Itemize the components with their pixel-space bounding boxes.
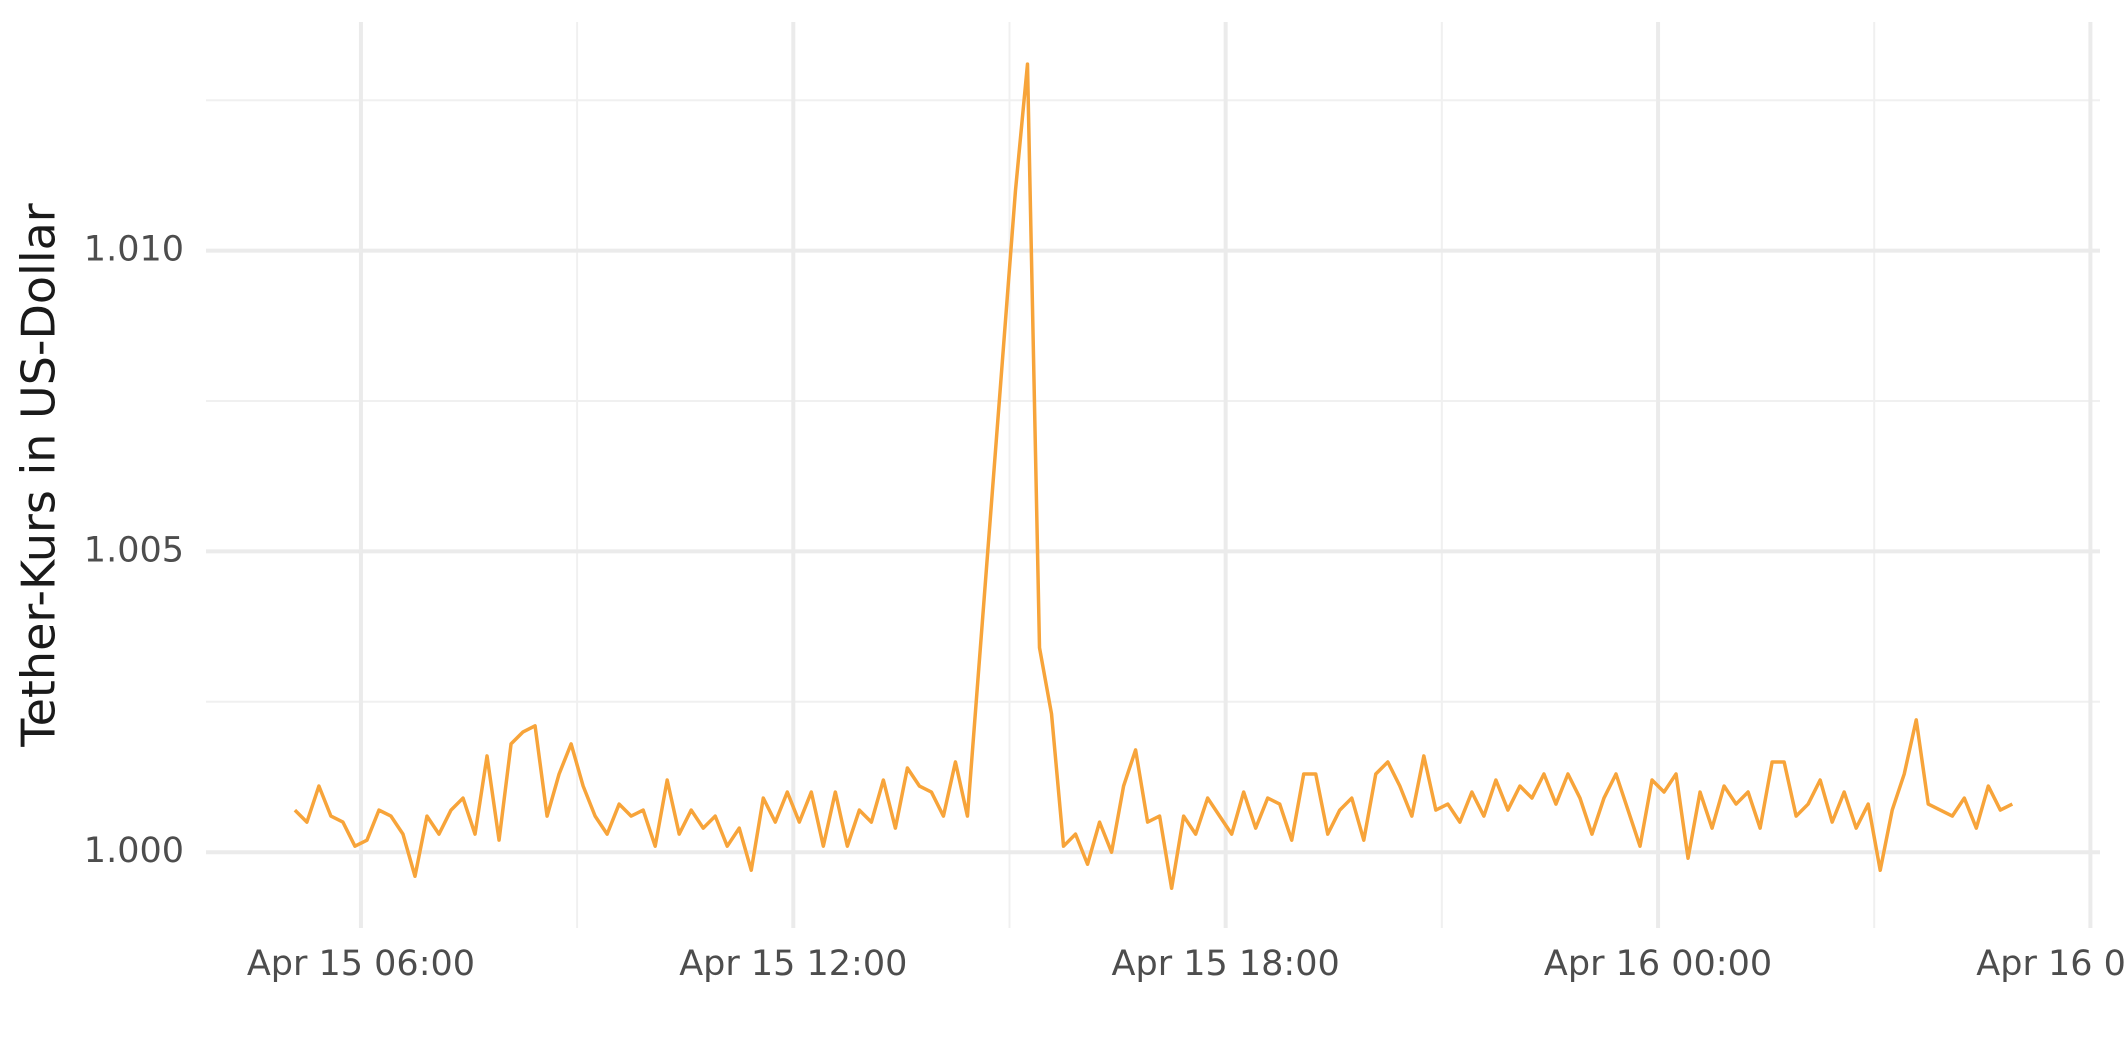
x-tick-label: Apr 16 06:00 (1976, 944, 2125, 984)
x-tick-label: Apr 16 00:00 (1544, 944, 1772, 984)
y-tick-label: 1.000 (84, 831, 184, 871)
y-tick-label: 1.010 (84, 230, 184, 270)
x-tick-label: Apr 15 12:00 (679, 944, 907, 984)
y-tick-label: 1.005 (84, 530, 184, 570)
price-line (293, 62, 2014, 891)
x-tick-label: Apr 15 18:00 (1112, 944, 1340, 984)
y-axis-label: Tether-Kurs in US-Dollar (12, 203, 66, 748)
x-tick-label: Apr 15 06:00 (247, 944, 475, 984)
